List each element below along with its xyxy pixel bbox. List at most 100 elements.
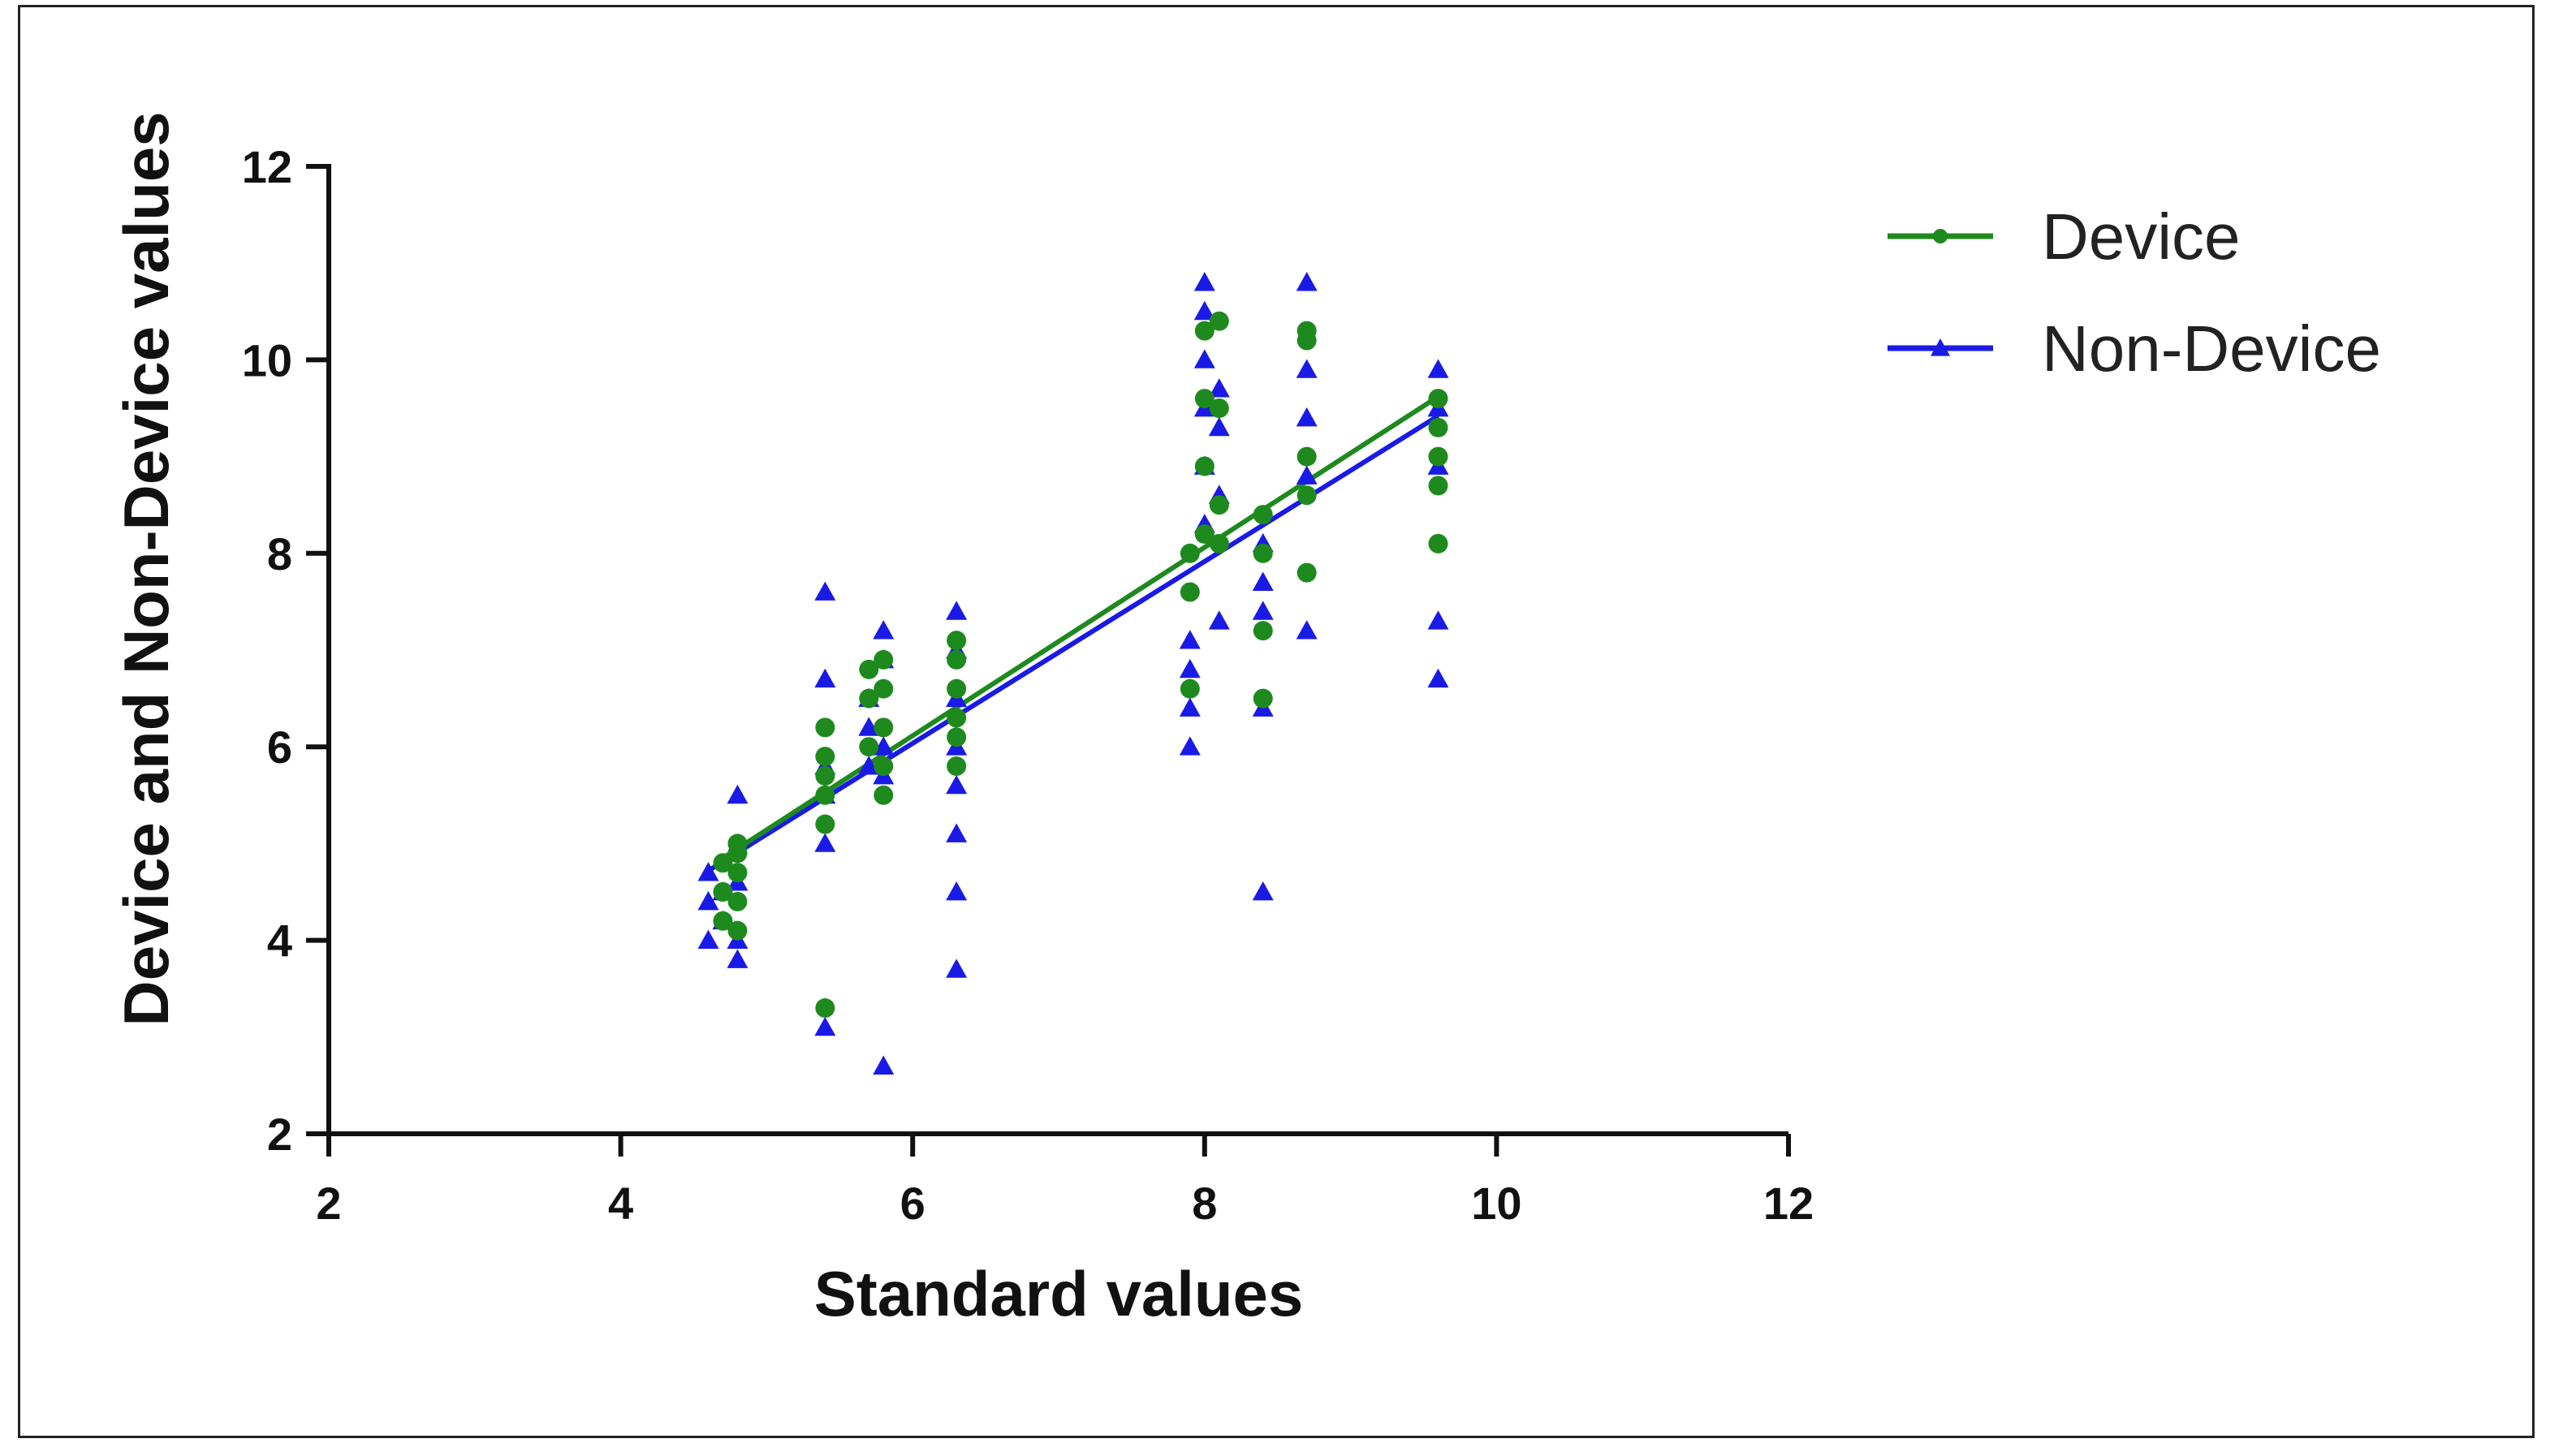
device-point xyxy=(727,863,748,883)
device-point xyxy=(1297,485,1317,506)
non-device-point xyxy=(1179,630,1201,649)
non-device-point xyxy=(1296,465,1318,485)
device-point xyxy=(859,659,879,679)
device-point xyxy=(815,998,835,1019)
non-device-point xyxy=(1179,736,1201,756)
x-tick-label: 2 xyxy=(316,1178,341,1229)
non-device-point xyxy=(1296,620,1318,640)
device-point xyxy=(1209,495,1229,515)
device-point xyxy=(1297,321,1317,341)
non-device-point xyxy=(1296,359,1318,378)
non-device-point xyxy=(1179,658,1201,678)
non-device-point xyxy=(946,881,968,901)
device-point xyxy=(815,765,835,786)
device-point xyxy=(874,678,894,699)
device-point xyxy=(1428,446,1448,467)
device-point xyxy=(727,843,748,864)
axes: 2 4 6 8 10 12 2 4 6 8 10 12 xyxy=(242,141,1814,1229)
x-tick-label: 6 xyxy=(900,1178,926,1229)
y-axis-title: Device and Non-Device values xyxy=(110,111,182,1026)
legend-item-non-device: Non-Device xyxy=(1888,312,2381,385)
non-device-point xyxy=(1252,571,1274,591)
device-point xyxy=(947,727,967,747)
non-device-point xyxy=(946,958,968,978)
non-device-point xyxy=(697,929,719,949)
non-device-point xyxy=(814,581,836,601)
non-device-point xyxy=(814,1016,836,1036)
x-tick-label: 10 xyxy=(1471,1178,1521,1229)
non-device-point xyxy=(1193,272,1215,291)
non-device-point xyxy=(814,833,836,852)
device-point xyxy=(1297,446,1317,467)
non-device-point xyxy=(1296,407,1318,427)
scatter-chart: 2 4 6 8 10 12 2 4 6 8 10 12 Device and Non-Device v… xyxy=(110,111,2381,1329)
legend: Device Non-Device xyxy=(1888,200,2381,385)
y-tick-label: 4 xyxy=(267,915,292,967)
non-device-point xyxy=(1208,416,1230,437)
legend-label-device: Device xyxy=(2042,200,2241,273)
y-tick-label: 2 xyxy=(267,1109,292,1160)
non-device-point xyxy=(1208,610,1230,630)
device-point xyxy=(1253,688,1273,709)
device-point xyxy=(947,649,967,670)
non-device-point xyxy=(1193,300,1215,321)
device-fit-line xyxy=(721,394,1440,860)
y-tick-label: 6 xyxy=(267,722,292,773)
device-point xyxy=(874,649,894,670)
device-point xyxy=(874,756,894,777)
non-device-point xyxy=(1252,881,1274,901)
device-point xyxy=(947,708,967,728)
non-device-point xyxy=(873,736,895,756)
non-device-point xyxy=(1427,359,1449,378)
non-device-point xyxy=(1427,668,1449,688)
device-point xyxy=(815,747,835,767)
device-point xyxy=(1253,621,1273,641)
device-point xyxy=(727,891,748,911)
legend-marker xyxy=(1933,229,1948,243)
non-device-point xyxy=(1179,697,1201,717)
non-device-point xyxy=(1252,601,1274,620)
chart-frame: 2 4 6 8 10 12 2 4 6 8 10 12 Device and Non-Device v… xyxy=(18,5,2535,1438)
non-device-point xyxy=(946,774,968,795)
y-tick-label: 12 xyxy=(242,141,292,192)
y-tick-label: 8 xyxy=(267,528,292,579)
device-point xyxy=(1194,523,1215,544)
device-point xyxy=(1428,476,1448,496)
device-point xyxy=(713,882,733,902)
device-point xyxy=(1428,533,1448,554)
device-point xyxy=(815,785,835,805)
non-device-point xyxy=(858,756,880,775)
device-point xyxy=(727,920,748,941)
device-point xyxy=(1180,543,1200,563)
non-device-point xyxy=(858,717,880,736)
device-point xyxy=(1428,417,1448,437)
device-point xyxy=(874,717,894,738)
non-device-point xyxy=(697,890,719,911)
non-device-point xyxy=(1193,349,1215,368)
non-device-point xyxy=(727,784,749,804)
device-point xyxy=(1253,543,1273,563)
device-point xyxy=(1297,562,1317,583)
non-device-point xyxy=(1296,272,1318,291)
non-device-point xyxy=(814,668,836,688)
device-point xyxy=(1194,321,1215,341)
device-point xyxy=(859,688,879,709)
legend-marker xyxy=(1931,338,1950,356)
device-point xyxy=(947,678,967,699)
x-axis-title: Standard values xyxy=(814,1258,1304,1329)
device-point xyxy=(1209,311,1229,331)
device-point xyxy=(1209,533,1229,554)
device-point xyxy=(1180,678,1200,699)
non-device-point xyxy=(873,620,895,640)
device-point xyxy=(859,737,879,757)
x-tick-label: 8 xyxy=(1192,1178,1217,1229)
non-device-point xyxy=(727,949,749,968)
device-point xyxy=(815,717,835,738)
device-point xyxy=(713,911,733,931)
non-device-point xyxy=(1208,378,1230,398)
non-device-point xyxy=(946,601,968,620)
device-point xyxy=(947,631,967,651)
legend-label-non-device: Non-Device xyxy=(2042,312,2381,385)
non-device-point xyxy=(946,823,968,842)
device-point xyxy=(713,853,733,873)
